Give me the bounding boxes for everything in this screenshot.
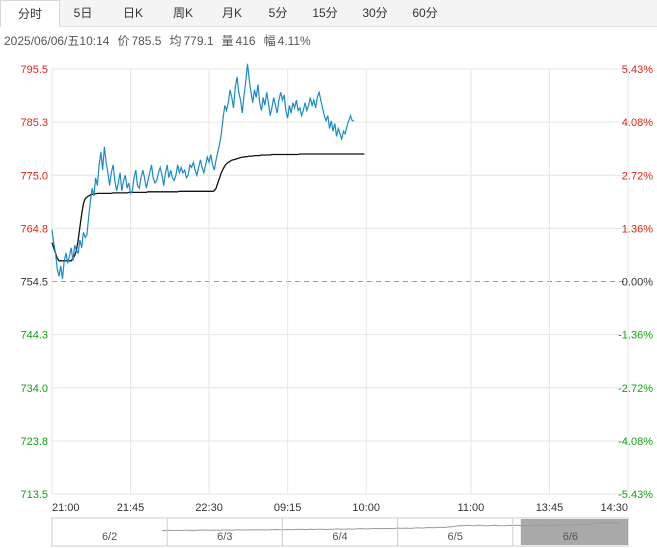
x-tick-label: 14:30 <box>600 502 628 514</box>
tab-monthly-k[interactable]: 月K <box>221 6 242 20</box>
price-line <box>51 63 354 279</box>
x-tick-label: 11:00 <box>458 502 485 514</box>
y-tick-label-right: -2.72% <box>618 383 653 395</box>
navigator-line <box>162 522 621 532</box>
info-avg-label: 均 <box>169 34 182 48</box>
y-tick-label-right: 5.43% <box>622 64 653 76</box>
navigator-day-label: 6/6 <box>563 531 578 543</box>
y-tick-label-right: -1.36% <box>618 330 653 342</box>
navigator-day-label: 6/5 <box>448 531 463 543</box>
y-tick-label-left: 764.8 <box>20 223 48 235</box>
navigator-day-label: 6/2 <box>102 531 117 543</box>
y-tick-label-right: 2.72% <box>622 170 653 182</box>
tooltip-info-line: 2025/06/06/五10:14 价 785.5 均 779.1 量 416 幅 4.11% <box>4 32 319 49</box>
info-change-label: 幅 <box>263 34 276 48</box>
tab-5-day[interactable]: 5日 <box>73 6 93 20</box>
tab-weekly-k[interactable]: 周K <box>172 6 193 20</box>
info-change: 4.11% <box>277 34 311 48</box>
x-tick-label: 22:30 <box>195 502 223 514</box>
y-tick-label-right: 0.00% <box>622 277 653 289</box>
x-tick-label: 21:45 <box>117 502 145 514</box>
x-tick-label: 21:00 <box>52 502 80 514</box>
y-tick-label-left: 754.5 <box>20 277 48 289</box>
x-tick-label: 09:15 <box>274 502 302 514</box>
y-tick-label-left: 744.3 <box>20 330 48 342</box>
y-tick-label-left: 795.5 <box>20 64 48 76</box>
tab-15-min[interactable]: 15分 <box>312 6 338 20</box>
y-tick-label-right: 1.36% <box>622 223 653 235</box>
info-price-label: 价 <box>117 34 130 48</box>
info-volume: 416 <box>235 34 256 48</box>
tab-30-min[interactable]: 30分 <box>362 6 388 20</box>
y-tick-label-left: 713.5 <box>20 489 48 501</box>
navigator-day-label: 6/4 <box>332 531 347 543</box>
tab-daily-k[interactable]: 日K <box>122 6 143 20</box>
y-tick-label-left: 775.0 <box>20 170 48 182</box>
y-tick-label-left: 723.8 <box>20 436 48 448</box>
info-datetime: 2025/06/06/五10:14 <box>4 34 110 48</box>
info-avg: 779.1 <box>183 34 214 48</box>
average-price-line <box>51 153 365 262</box>
y-tick-label-left: 734.0 <box>20 383 48 395</box>
y-tick-label-left: 785.3 <box>20 117 48 129</box>
x-tick-label: 10:00 <box>352 502 380 514</box>
period-tab-bar: 分时 5日 日K 周K 月K 5分 15分 30分 60分 <box>0 0 657 27</box>
y-tick-label-right: -5.43% <box>618 489 653 501</box>
tab-60-min[interactable]: 60分 <box>412 6 438 20</box>
info-price: 785.5 <box>131 34 162 48</box>
y-tick-label-right: 4.08% <box>622 117 653 129</box>
x-tick-label: 13:45 <box>536 502 564 514</box>
navigator-day-label: 6/3 <box>217 531 232 543</box>
info-volume-label: 量 <box>221 34 234 48</box>
y-tick-label-right: -4.08% <box>618 436 653 448</box>
tab-intraday[interactable]: 分时 <box>0 0 60 27</box>
tab-5-min[interactable]: 5分 <box>268 6 288 20</box>
